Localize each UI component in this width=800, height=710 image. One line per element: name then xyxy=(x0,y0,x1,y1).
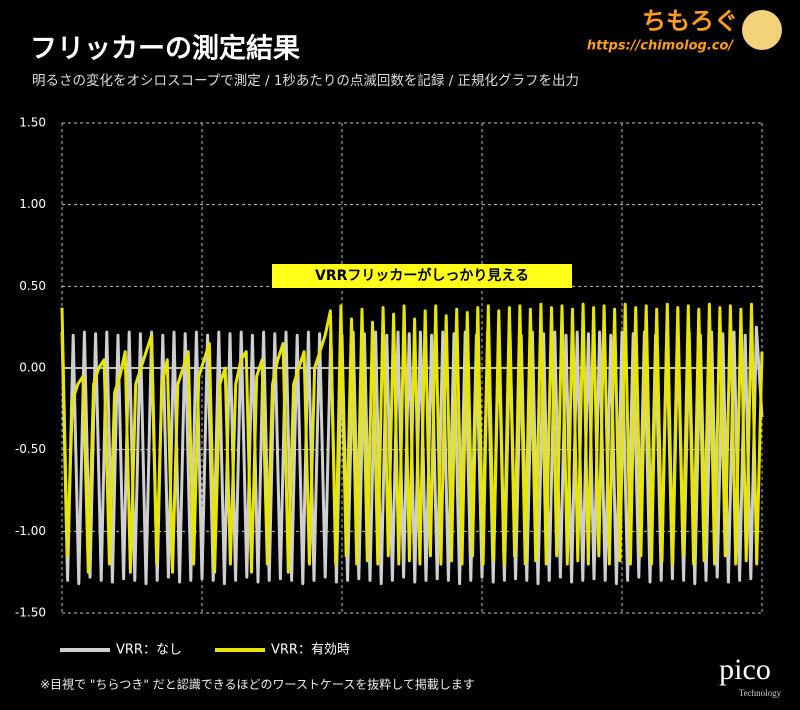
y-tick-label: -0.50 xyxy=(15,442,46,456)
chart-subtitle: 明るさの変化をオシロスコープで測定 / 1秒あたりの点滅回数を記録 / 正規化グ… xyxy=(32,72,579,89)
logo-url: https://chimolog.co/ xyxy=(587,39,735,54)
legend-label: VRR：有効時 xyxy=(271,643,350,658)
y-tick-label: -1.00 xyxy=(15,524,46,538)
scope-logo: pico xyxy=(719,653,771,686)
annotation-box xyxy=(272,264,572,288)
chart-title: フリッカーの測定結果 xyxy=(30,33,300,65)
y-tick-label: 0.50 xyxy=(19,279,46,293)
series-line xyxy=(60,302,764,574)
legend-label: VRR：なし xyxy=(116,643,182,658)
scope-logo-sub: Technology xyxy=(739,688,782,698)
logo: ちもろぐ xyxy=(642,7,738,35)
y-tick-label: 0.00 xyxy=(19,361,46,375)
annotation: VRRフリッカーがしっかり見える xyxy=(315,267,529,284)
y-tick-label: -1.50 xyxy=(15,606,46,620)
logo-mascot xyxy=(742,10,782,50)
footnote: ※目視で "ちらつき" だと認識できるほどのワーストケースを抜粋して掲載します xyxy=(40,677,475,692)
y-tick-label: 1.50 xyxy=(19,116,46,130)
y-tick-label: 1.00 xyxy=(19,197,46,211)
